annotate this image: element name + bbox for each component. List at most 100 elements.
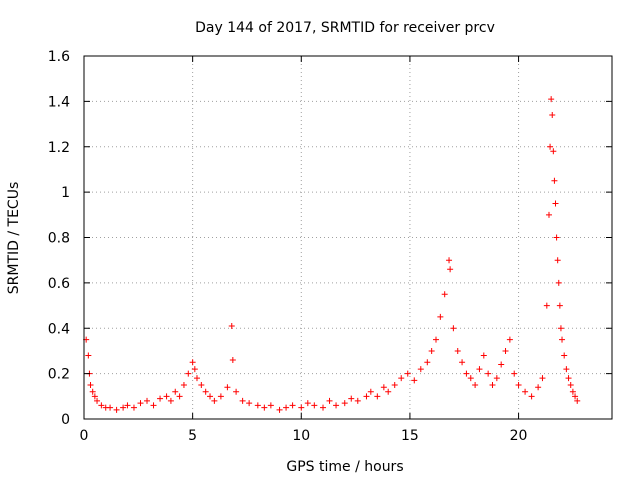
data-point — [557, 325, 564, 332]
data-point — [267, 402, 274, 409]
data-point — [333, 402, 340, 409]
data-point — [261, 404, 268, 411]
data-point — [254, 402, 261, 409]
data-point — [354, 397, 361, 404]
x-tick-label: 20 — [510, 428, 528, 444]
data-point — [172, 388, 179, 395]
data-point — [367, 388, 374, 395]
y-tick-label: 0.4 — [48, 321, 70, 337]
data-point — [157, 395, 164, 402]
data-point — [528, 393, 535, 400]
data-point — [144, 397, 151, 404]
data-point — [467, 375, 474, 382]
data-point — [549, 111, 556, 118]
data-point — [565, 375, 572, 382]
y-tick-label: 0 — [61, 412, 70, 428]
data-point — [561, 352, 568, 359]
y-tick-label: 0.2 — [48, 367, 70, 383]
data-point — [543, 302, 550, 309]
data-point — [447, 266, 454, 273]
data-point — [191, 366, 198, 373]
x-tick-label: 0 — [80, 428, 89, 444]
data-point — [563, 366, 570, 373]
data-point — [424, 359, 431, 366]
chart-title: Day 144 of 2017, SRMTID for receiver prc… — [195, 20, 495, 36]
data-point — [454, 347, 461, 354]
data-point — [441, 291, 448, 298]
data-point — [283, 404, 290, 411]
data-point — [506, 336, 513, 343]
data-point — [450, 325, 457, 332]
data-point — [107, 404, 114, 411]
data-point — [515, 381, 522, 388]
axis-ticks — [83, 55, 612, 420]
data-point — [150, 402, 157, 409]
y-axis-title: SRMTID / TECUs — [6, 182, 22, 295]
data-point — [113, 406, 120, 413]
data-point — [485, 370, 492, 377]
data-point — [224, 384, 231, 391]
data-point — [498, 361, 505, 368]
data-point — [489, 381, 496, 388]
data-point — [163, 393, 170, 400]
data-point — [276, 406, 283, 413]
x-tick-label: 5 — [188, 428, 197, 444]
data-point — [417, 366, 424, 373]
data-point — [385, 388, 392, 395]
data-point — [567, 381, 574, 388]
y-tick-label: 1.2 — [48, 140, 70, 156]
data-point — [228, 322, 235, 329]
data-point — [411, 377, 418, 384]
data-point — [198, 381, 205, 388]
data-point — [91, 393, 98, 400]
data-point — [374, 393, 381, 400]
data-point — [502, 347, 509, 354]
x-tick-labels: 0 5 10 15 20 — [80, 428, 528, 444]
data-point — [320, 404, 327, 411]
data-point — [180, 381, 187, 388]
data-point — [404, 370, 411, 377]
y-tick-label: 0.6 — [48, 276, 70, 292]
data-point — [459, 359, 466, 366]
grid-lines — [84, 56, 612, 419]
data-point — [545, 211, 552, 218]
x-tick-label: 10 — [292, 428, 310, 444]
data-point — [348, 395, 355, 402]
data-point — [554, 257, 561, 264]
data-point — [207, 393, 214, 400]
x-axis-title: GPS time / hours — [286, 459, 403, 475]
data-point — [363, 393, 370, 400]
data-point — [211, 397, 218, 404]
data-point — [550, 148, 557, 155]
data-point — [176, 393, 183, 400]
data-point — [463, 370, 470, 377]
y-tick-label: 0.8 — [48, 231, 70, 247]
data-point — [189, 359, 196, 366]
data-point — [553, 234, 560, 241]
y-tick-label: 1 — [61, 185, 70, 201]
data-point — [569, 388, 576, 395]
data-point — [522, 388, 529, 395]
data-point — [476, 366, 483, 373]
data-point — [511, 370, 518, 377]
data-point — [167, 397, 174, 404]
data-point — [551, 177, 558, 184]
y-tick-labels: 0 0.2 0.4 0.6 0.8 1 1.2 1.4 1.6 — [48, 49, 70, 428]
data-point — [233, 388, 240, 395]
data-point — [311, 402, 318, 409]
data-point — [239, 397, 246, 404]
data-point — [433, 336, 439, 343]
data-point — [120, 404, 127, 411]
data-point — [559, 336, 566, 343]
data-point — [446, 257, 453, 264]
data-point — [552, 200, 559, 207]
data-point — [193, 375, 200, 382]
data-point — [555, 279, 562, 286]
data-point — [94, 397, 101, 404]
data-point — [89, 388, 96, 395]
data-point — [289, 402, 296, 409]
data-point — [341, 400, 348, 407]
data-point — [539, 375, 546, 382]
data-point — [202, 388, 209, 395]
